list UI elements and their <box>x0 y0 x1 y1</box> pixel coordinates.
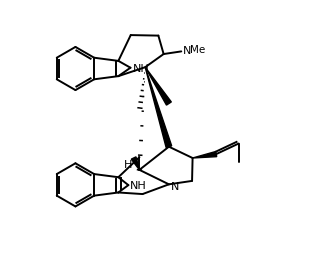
Text: NH: NH <box>130 181 147 192</box>
Text: N: N <box>183 46 192 56</box>
Polygon shape <box>193 151 217 158</box>
Text: N: N <box>171 182 179 192</box>
Polygon shape <box>145 67 171 105</box>
Text: H: H <box>123 160 132 170</box>
Text: NH: NH <box>133 64 149 74</box>
Text: Me: Me <box>190 45 205 55</box>
Polygon shape <box>145 67 172 148</box>
Polygon shape <box>131 157 139 170</box>
